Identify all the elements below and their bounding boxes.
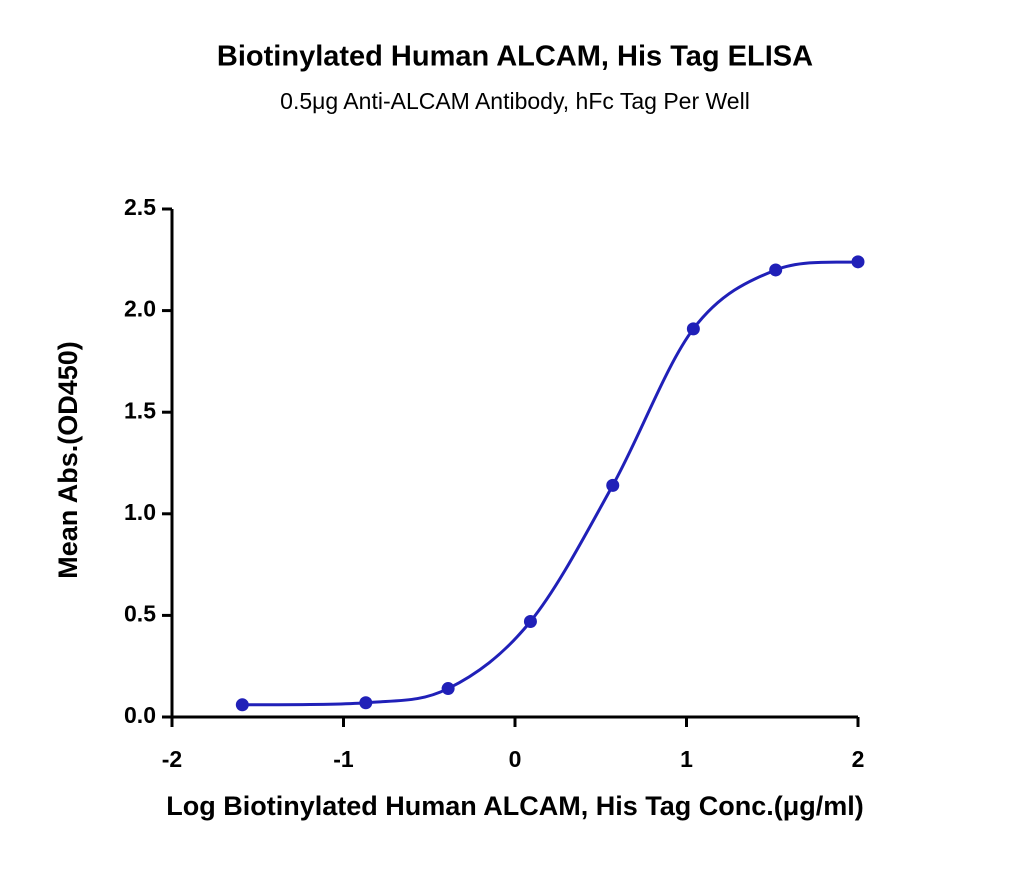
y-tick-label: 2.5 [124,194,156,220]
data-point [851,255,865,269]
x-axis-label: Log Biotinylated Human ALCAM, His Tag Co… [166,791,864,821]
y-tick-label: 2.0 [124,296,156,322]
x-tick-label: 2 [852,746,865,772]
data-point [441,682,455,696]
x-tick-label: -1 [333,746,354,772]
data-point [606,478,620,492]
x-tick-label: -2 [162,746,182,772]
data-point [769,263,783,277]
fit-curve [242,260,859,707]
y-axis-label: Mean Abs.(OD450) [53,341,83,579]
y-tick-label: 0.0 [124,702,156,728]
chart-subtitle: 0.5μg Anti-ALCAM Antibody, hFc Tag Per W… [280,88,750,114]
x-tick-label: 0 [509,746,522,772]
chart-title: Biotinylated Human ALCAM, His Tag ELISA [217,41,813,73]
data-point [523,614,537,628]
y-tick-label: 1.5 [124,397,156,423]
y-tick-label: 0.5 [124,600,156,626]
data-point [359,696,373,710]
data-point [686,322,700,336]
y-tick-label: 1.0 [124,499,156,525]
x-tick-label: 1 [680,746,693,772]
data-point [235,698,249,712]
